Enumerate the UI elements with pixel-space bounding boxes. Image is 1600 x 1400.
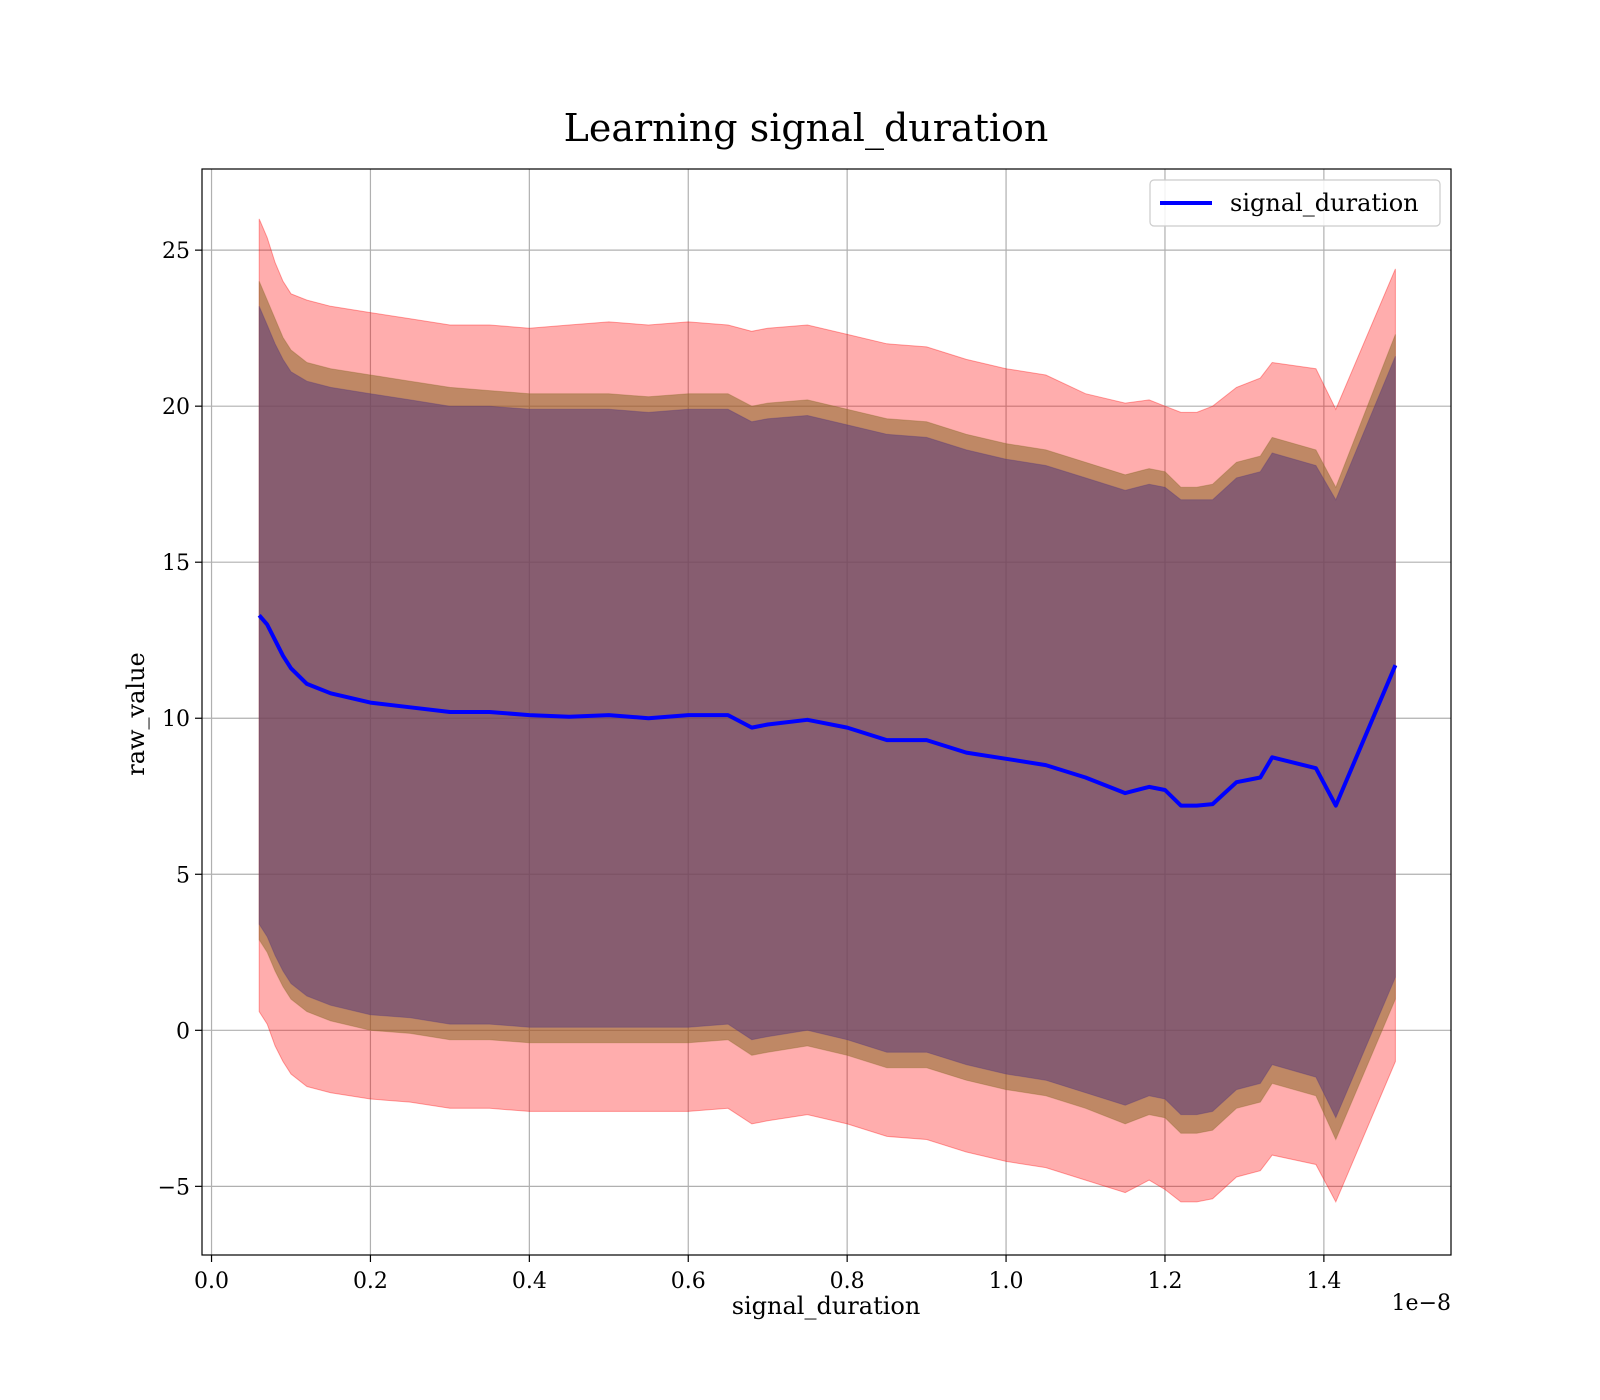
x-axis-offset-label: 1e−8 <box>1392 1291 1451 1316</box>
y-tick-label: 20 <box>162 395 190 420</box>
legend-box <box>1149 179 1441 227</box>
series-lines <box>257 613 1398 808</box>
x-tick-label: 0.0 <box>194 1269 229 1294</box>
legend: signal_duration <box>1149 179 1441 227</box>
chart-title: Learning signal_duration <box>564 106 1049 151</box>
x-tick-label: 0.2 <box>353 1269 388 1294</box>
y-tick-label: 25 <box>162 239 190 264</box>
x-tick-label: 0.6 <box>671 1269 706 1294</box>
x-tick-label: 0.4 <box>512 1269 547 1294</box>
y-tick-label: 5 <box>176 863 190 888</box>
band-band-inner <box>258 306 1396 1119</box>
plot-area: 0.0 0.2 0.4 0.6 0.8 1.0 1.2 1.4 −5 0 5 10 15 20 25 <box>158 168 1452 1294</box>
x-tick-label: 0.8 <box>830 1269 865 1294</box>
y-tick-label: −5 <box>158 1175 190 1200</box>
y-tick-label: 0 <box>176 1019 190 1044</box>
confidence-bands <box>258 218 1396 1204</box>
series-line-signal-duration <box>257 613 1398 808</box>
x-tick-label: 1.2 <box>1147 1269 1182 1294</box>
x-tick-label: 1.4 <box>1306 1269 1341 1294</box>
x-axis-label: signal_duration <box>732 1292 921 1320</box>
legend-entry-label: signal_duration <box>1230 189 1419 217</box>
y-tick-label: 10 <box>162 707 190 732</box>
y-tick-label: 15 <box>162 551 190 576</box>
y-axis-label: raw_value <box>122 652 150 776</box>
x-tick-label: 1.0 <box>989 1269 1024 1294</box>
axes-frame <box>201 168 1452 1256</box>
y-axis-ticks: −5 0 5 10 15 20 25 <box>158 239 202 1200</box>
x-axis-ticks: 0.0 0.2 0.4 0.6 0.8 1.0 1.2 1.4 <box>194 1255 1341 1294</box>
